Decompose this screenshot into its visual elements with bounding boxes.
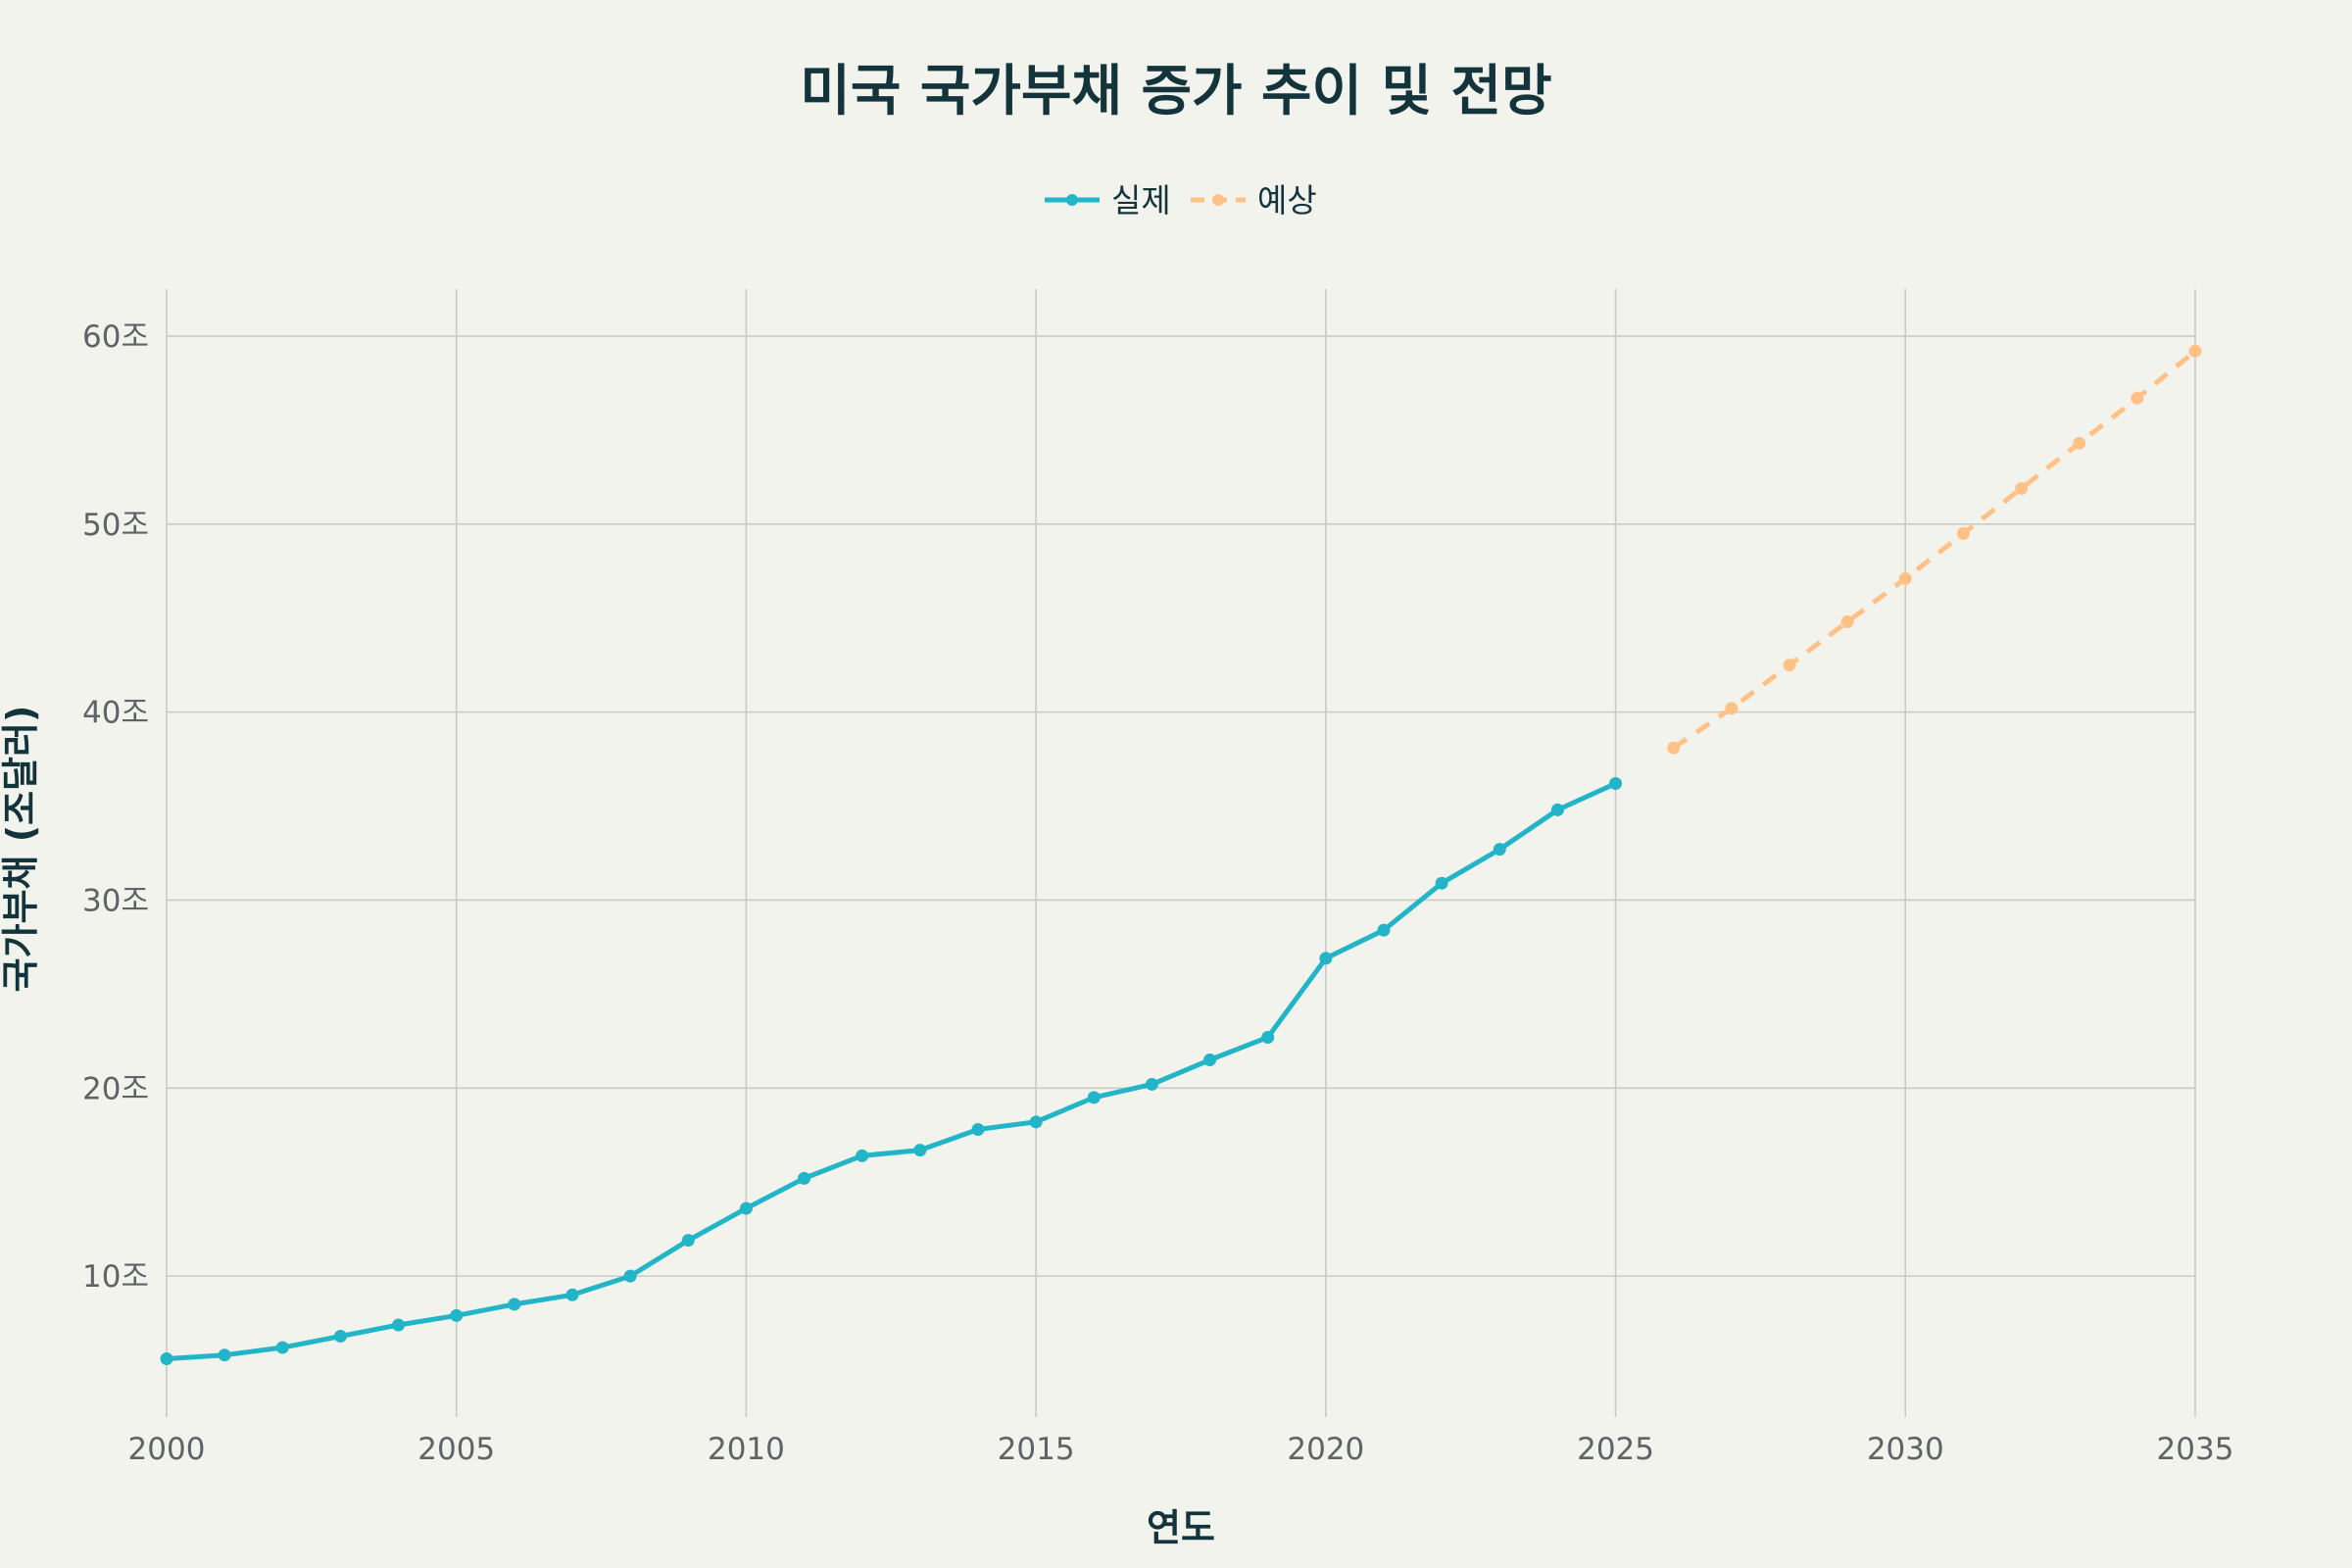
data-point-실제-2022 bbox=[1435, 876, 1448, 890]
data-point-실제-2009 bbox=[681, 1234, 695, 1248]
data-point-실제-2000 bbox=[160, 1352, 173, 1366]
data-point-예상-2034 bbox=[2131, 391, 2144, 405]
x-tick-label-2035: 2035 bbox=[2157, 1432, 2234, 1467]
data-point-실제-2008 bbox=[623, 1269, 637, 1283]
data-point-실제-2025 bbox=[1609, 777, 1623, 791]
data-point-예상-2035 bbox=[2188, 344, 2202, 358]
data-point-실제-2002 bbox=[275, 1341, 289, 1354]
data-point-예상-2027 bbox=[1725, 702, 1739, 715]
legend: 실제 예상 bbox=[1045, 181, 1317, 220]
legend-label-예상: 예상 bbox=[1257, 181, 1317, 220]
x-tick-label-2025: 2025 bbox=[1577, 1432, 1654, 1467]
legend-label-실제: 실제 bbox=[1111, 181, 1171, 220]
legend-marker-예상 bbox=[1212, 194, 1224, 206]
data-point-실제-2017 bbox=[1145, 1077, 1158, 1091]
data-point-예상-2028 bbox=[1783, 659, 1796, 672]
data-point-실제-2018 bbox=[1203, 1054, 1217, 1067]
data-point-실제-2011 bbox=[798, 1171, 811, 1185]
data-point-실제-2016 bbox=[1087, 1091, 1101, 1104]
y-tick-label-20: 20조 bbox=[82, 1071, 149, 1106]
legend-item-예상: 예상 bbox=[1191, 181, 1317, 220]
data-point-예상-2032 bbox=[2015, 481, 2029, 495]
x-tick-label-2005: 2005 bbox=[417, 1432, 495, 1467]
y-tick-label-40: 40조 bbox=[82, 696, 149, 731]
data-point-실제-2007 bbox=[565, 1288, 579, 1301]
x-tick-label-2020: 2020 bbox=[1287, 1432, 1364, 1467]
chart-title: 미국 국가부채 증가 추이 및 전망 bbox=[800, 60, 1551, 123]
data-point-실제-2014 bbox=[971, 1122, 985, 1136]
data-point-예상-2029 bbox=[1840, 615, 1854, 629]
data-point-실제-2003 bbox=[333, 1330, 347, 1344]
grid bbox=[166, 289, 2196, 1417]
y-tick-label-50: 50조 bbox=[82, 508, 149, 543]
x-tick-label-2000: 2000 bbox=[128, 1432, 206, 1467]
data-point-실제-2024 bbox=[1550, 803, 1564, 816]
y-tick-label-60: 60조 bbox=[82, 319, 149, 355]
data-point-실제-2004 bbox=[392, 1318, 406, 1332]
legend-item-실제: 실제 bbox=[1045, 181, 1171, 220]
data-point-예상-2033 bbox=[2073, 436, 2086, 450]
data-point-실제-2001 bbox=[218, 1348, 231, 1362]
data-point-실제-2021 bbox=[1377, 923, 1391, 937]
data-point-예상-2026 bbox=[1667, 741, 1681, 755]
data-point-실제-2020 bbox=[1319, 952, 1333, 965]
y-tick-label-30: 30조 bbox=[82, 883, 149, 918]
data-point-실제-2019 bbox=[1261, 1030, 1275, 1044]
data-point-실제-2015 bbox=[1029, 1115, 1043, 1129]
data-point-실제-2010 bbox=[739, 1201, 753, 1215]
x-tick-label-2010: 2010 bbox=[708, 1432, 785, 1467]
data-point-실제-2005 bbox=[450, 1308, 464, 1322]
x-axis-title: 연도 bbox=[1147, 1506, 1215, 1549]
series-layer bbox=[160, 344, 2202, 1366]
series-line-예상 bbox=[1672, 349, 2197, 751]
y-axis-title: 국가부채 (조달러) bbox=[0, 706, 42, 993]
axis-ticks: 2000 2005 2010 2015 2020 2025 2030 2035 10조 20조 30… bbox=[82, 319, 2233, 1467]
data-point-예상-2031 bbox=[1956, 526, 1970, 540]
data-point-예상-2030 bbox=[1898, 571, 1912, 585]
x-tick-label-2015: 2015 bbox=[998, 1432, 1075, 1467]
series-line-실제 bbox=[164, 781, 1619, 1362]
x-tick-label-2030: 2030 bbox=[1867, 1432, 1944, 1467]
data-point-실제-2023 bbox=[1493, 843, 1506, 857]
series-실제 bbox=[160, 777, 1623, 1366]
data-point-실제-2013 bbox=[913, 1144, 927, 1157]
data-point-실제-2006 bbox=[508, 1298, 521, 1311]
y-tick-label-10: 10조 bbox=[82, 1259, 149, 1295]
series-예상 bbox=[1667, 344, 2202, 755]
data-point-실제-2012 bbox=[856, 1149, 869, 1162]
legend-marker-실제 bbox=[1066, 194, 1078, 206]
